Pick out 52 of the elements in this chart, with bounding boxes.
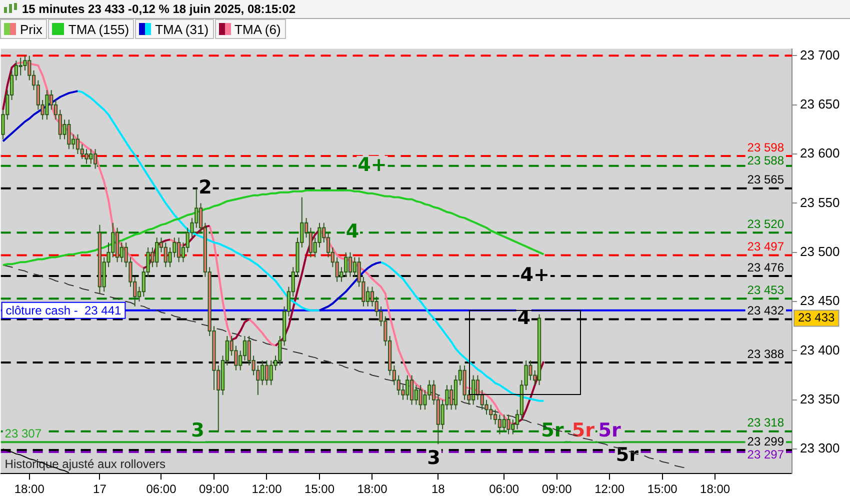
annotation: 5r <box>616 444 640 466</box>
x-tick-label: 18:00 <box>14 482 45 496</box>
ref-line-label: 23 318 <box>747 416 784 430</box>
ref-line-label: 23 388 <box>747 346 784 361</box>
legend-label: TMA (155) <box>68 22 130 36</box>
y-tick-label: 23 300 <box>800 440 840 456</box>
annotation: 4 <box>346 220 360 243</box>
ref-line-label: 23 297 <box>747 447 784 462</box>
annotation: 4+ <box>520 264 550 286</box>
ref-line-label: clôture cash - 23 441 <box>6 304 122 318</box>
ref-line-label: 23 299 <box>747 434 784 448</box>
ref-line-label: 23 588 <box>747 153 784 168</box>
text: 23 433 <box>798 310 836 325</box>
x-tick-label: 18:00 <box>357 482 388 496</box>
annotation: 2 <box>198 176 212 198</box>
y-tick-label: 23 500 <box>800 244 840 259</box>
x-tick-label: 09:00 <box>542 482 572 496</box>
x-tick-label: 12:00 <box>252 482 282 496</box>
x-tick-label: 18 <box>431 482 446 496</box>
y-tick-label: 23 450 <box>800 293 840 308</box>
y-tick-label: 23 550 <box>800 194 840 210</box>
x-tick-label: 06:00 <box>146 482 177 496</box>
y-tick-label: 23 650 <box>800 96 840 112</box>
ref-line-label: 23 598 <box>747 140 784 154</box>
legend-label: TMA (31) <box>155 22 209 36</box>
chart-title: 15 minutes 23 433 -0,12 % 18 juin 2025, 08:15:02 <box>22 1 296 18</box>
ref-line-label: 23 453 <box>747 282 784 297</box>
annotation: 5r <box>572 419 596 442</box>
x-tick-label: 18:00 <box>700 482 730 496</box>
y-tick-label: 23 400 <box>800 342 840 358</box>
annotation: 5r <box>598 419 622 442</box>
x-tick-label: 17 <box>93 482 107 496</box>
legend-label: Prix <box>20 22 42 36</box>
legend-label: TMA (6) <box>234 22 281 36</box>
ref-line-label: 23 432 <box>747 304 784 318</box>
annotation: 4+ <box>358 154 387 176</box>
y-tick-label: 23 350 <box>800 391 840 406</box>
ref-line-label: 23 520 <box>747 216 784 231</box>
x-tick-label: 15:00 <box>304 482 335 496</box>
ref-line-label: 23 476 <box>747 260 784 274</box>
annotation: 3 <box>427 446 440 469</box>
x-tick-label: 15:00 <box>647 482 678 496</box>
y-tick-label: 23 700 <box>800 47 840 62</box>
x-tick-label: 12:00 <box>594 482 625 496</box>
annotation: 3 <box>191 419 204 442</box>
x-tick-label: 06:00 <box>489 482 520 496</box>
annotation: 4 <box>517 307 530 330</box>
y-tick-label: 23 600 <box>800 146 840 161</box>
ref-line-label: 23 307 <box>4 426 42 440</box>
x-tick-label: 09:00 <box>198 482 230 496</box>
ref-line-label: 23 565 <box>747 172 784 187</box>
ref-line-label: 23 497 <box>747 240 784 254</box>
